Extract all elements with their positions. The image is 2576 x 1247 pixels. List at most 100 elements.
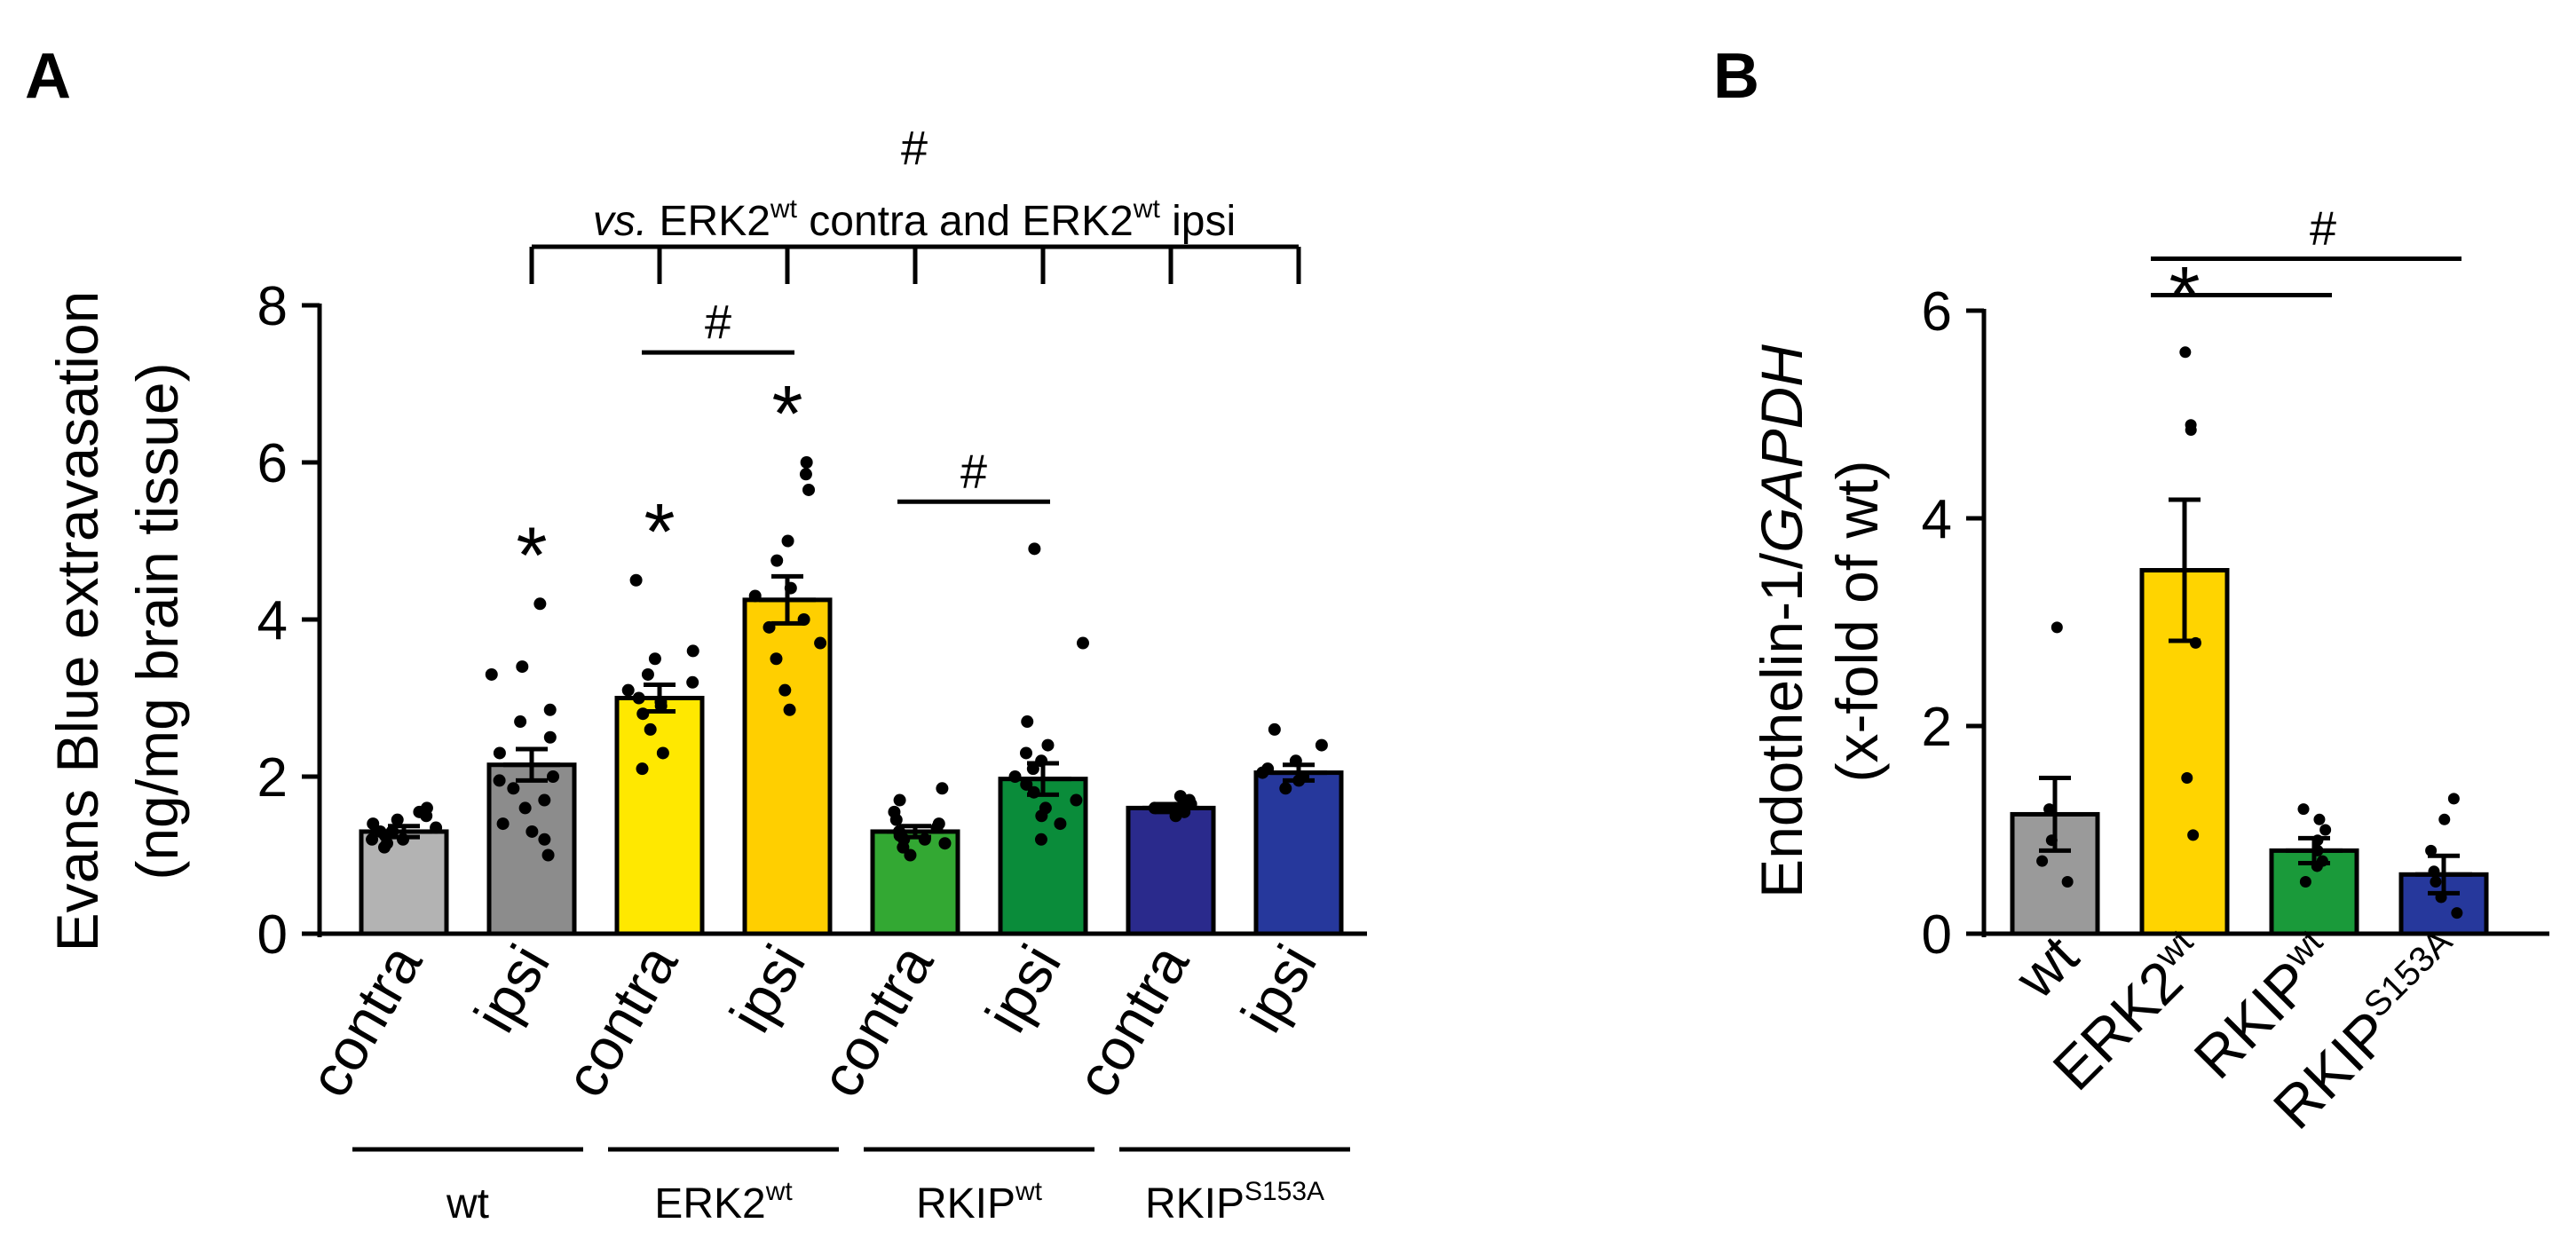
- group-name: RKIP: [916, 1180, 1015, 1227]
- panel-a-point: [621, 683, 635, 697]
- panel-a-point: [636, 762, 649, 776]
- panel-a-point: [936, 782, 949, 795]
- panel-a-point: [541, 848, 555, 862]
- panel-a-point: [1034, 833, 1047, 846]
- panel-a-point: [648, 652, 661, 666]
- panel-a-point: [1076, 636, 1089, 650]
- panel-a-point: [538, 833, 551, 846]
- panel-a-point: [525, 825, 539, 838]
- panel-b-ylabel-line1: Endothelin-1/GAPDH: [1749, 344, 1814, 898]
- panel-a-point: [932, 817, 945, 831]
- panel-b-ylabel-a: Endothelin-1/: [1749, 552, 1814, 898]
- panel-a-point: [538, 793, 551, 807]
- panel-a-point: [1070, 793, 1083, 807]
- panel-b-point: [2313, 813, 2326, 825]
- panel-a-category-label-1: ipsi: [462, 934, 563, 1043]
- panel-a-star-1: *: [516, 511, 547, 600]
- panel-a-bar-6: [1126, 805, 1216, 936]
- panel-a-point: [770, 554, 784, 567]
- panel-a-point: [518, 801, 532, 815]
- panel-a-point: [814, 636, 827, 650]
- panel-a-category-label-6: contra: [1063, 934, 1201, 1108]
- group-sup: S153A: [1245, 1177, 1324, 1206]
- panel-a-category-label-4: contra: [807, 934, 945, 1108]
- panel-b-category-label-0: wt: [2002, 923, 2090, 1012]
- panel-a-ylabel-line1: Evans Blue extravasation: [44, 291, 110, 952]
- panel-b-ytick-label: 4: [1922, 489, 1952, 550]
- panel-a-point: [496, 817, 510, 831]
- panel-a-point: [366, 833, 379, 846]
- panel-a-point: [938, 837, 952, 850]
- annot-vs: vs.: [593, 198, 647, 245]
- panel-a-point: [547, 770, 560, 783]
- panel-a-ytick-label: 0: [257, 904, 288, 966]
- panel-a-point: [430, 821, 443, 834]
- panel-a-pair-hash-1: #: [960, 445, 987, 498]
- panel-b-point: [2299, 876, 2311, 888]
- panel-letter-a: A: [25, 41, 71, 112]
- panel-a-group-label-1: ERK2wt: [654, 1177, 793, 1227]
- panel-a-point: [1256, 766, 1269, 779]
- panel-a-bar-7: [1253, 770, 1344, 936]
- panel-a-point: [493, 774, 506, 787]
- panel-a-point: [893, 793, 906, 807]
- panel-a-point: [644, 722, 657, 736]
- panel-a-point: [391, 813, 404, 826]
- panel-b-ylabel-line2: (x-fold of wt): [1824, 460, 1890, 782]
- panel-a-group-label-0: wt: [446, 1180, 489, 1227]
- panel-a-group-label-2: RKIPwt: [916, 1177, 1043, 1227]
- panel-b-chart: Endothelin-1/GAPDH (x-fold of wt) 0 2 4 6 wt…: [1749, 202, 2549, 1141]
- panel-a-point: [507, 782, 520, 795]
- panel-a-ytick-label: 6: [257, 433, 288, 494]
- panel-a-ylabel-line2: (ng/mg brain tissue): [124, 362, 190, 880]
- panel-a-point: [1173, 790, 1187, 803]
- panel-a-point: [493, 746, 506, 760]
- panel-a-point: [641, 667, 654, 681]
- panel-a-vs-annotation: vs. ERK2wt contra and ERK2wt ipsi: [593, 194, 1236, 245]
- panel-a-point: [770, 652, 783, 666]
- panel-a-ytick-label: 8: [257, 276, 288, 337]
- panel-a-bar-0: [359, 829, 449, 936]
- panel-a-star-2: *: [644, 488, 675, 577]
- panel-a-point: [1041, 738, 1055, 752]
- annot-erk1: ERK2: [660, 198, 770, 245]
- panel-a-point: [1021, 715, 1034, 729]
- panel-b-point: [2438, 813, 2451, 825]
- panel-a-star-3: *: [771, 370, 802, 459]
- panel-a-point: [656, 746, 669, 760]
- panel-a-point: [1028, 542, 1041, 556]
- panel-a-bar-1: [486, 762, 577, 936]
- panel-a-bar-3: [742, 597, 833, 936]
- panel-a-hash-top: #: [901, 122, 928, 175]
- panel-b-ytick-label: 6: [1922, 281, 1952, 343]
- panel-a-chart: Evans Blue extravasation (ng/mg brain ti…: [44, 122, 1367, 1227]
- panel-b-point: [2181, 772, 2193, 784]
- panel-a-point: [888, 805, 901, 818]
- panel-b-point: [2430, 876, 2442, 888]
- panel-a-point: [800, 456, 813, 469]
- panel-a-point: [1020, 777, 1033, 791]
- category-name: wt: [2002, 923, 2090, 1012]
- annot-sup1: wt: [770, 194, 798, 224]
- panel-a-point: [686, 644, 699, 658]
- panel-a-point: [781, 534, 794, 548]
- panel-a-point: [686, 675, 699, 689]
- panel-b-ytick-label: 0: [1922, 904, 1952, 966]
- panel-b-point: [2319, 824, 2332, 836]
- panel-b-point: [2451, 907, 2463, 919]
- panel-a-point: [748, 589, 762, 603]
- panel-a-point: [799, 468, 812, 481]
- annot-end: ipsi: [1160, 198, 1236, 245]
- category-sup: S153A: [2357, 922, 2460, 1025]
- panel-a-point: [1279, 782, 1292, 795]
- panel-letter-b: B: [1713, 41, 1759, 112]
- panel-a-group-label-3: RKIPS153A: [1145, 1177, 1324, 1227]
- panel-a-pair-hash-0: #: [705, 296, 731, 349]
- panel-a-point: [1315, 738, 1328, 752]
- group-name: wt: [446, 1180, 489, 1227]
- panel-b-hash: #: [2310, 202, 2336, 256]
- annot-mid: contra and ERK2: [797, 198, 1134, 245]
- panel-a-category-label-5: ipsi: [973, 934, 1074, 1043]
- panel-a-point: [783, 703, 796, 716]
- panel-b-point: [2179, 346, 2192, 359]
